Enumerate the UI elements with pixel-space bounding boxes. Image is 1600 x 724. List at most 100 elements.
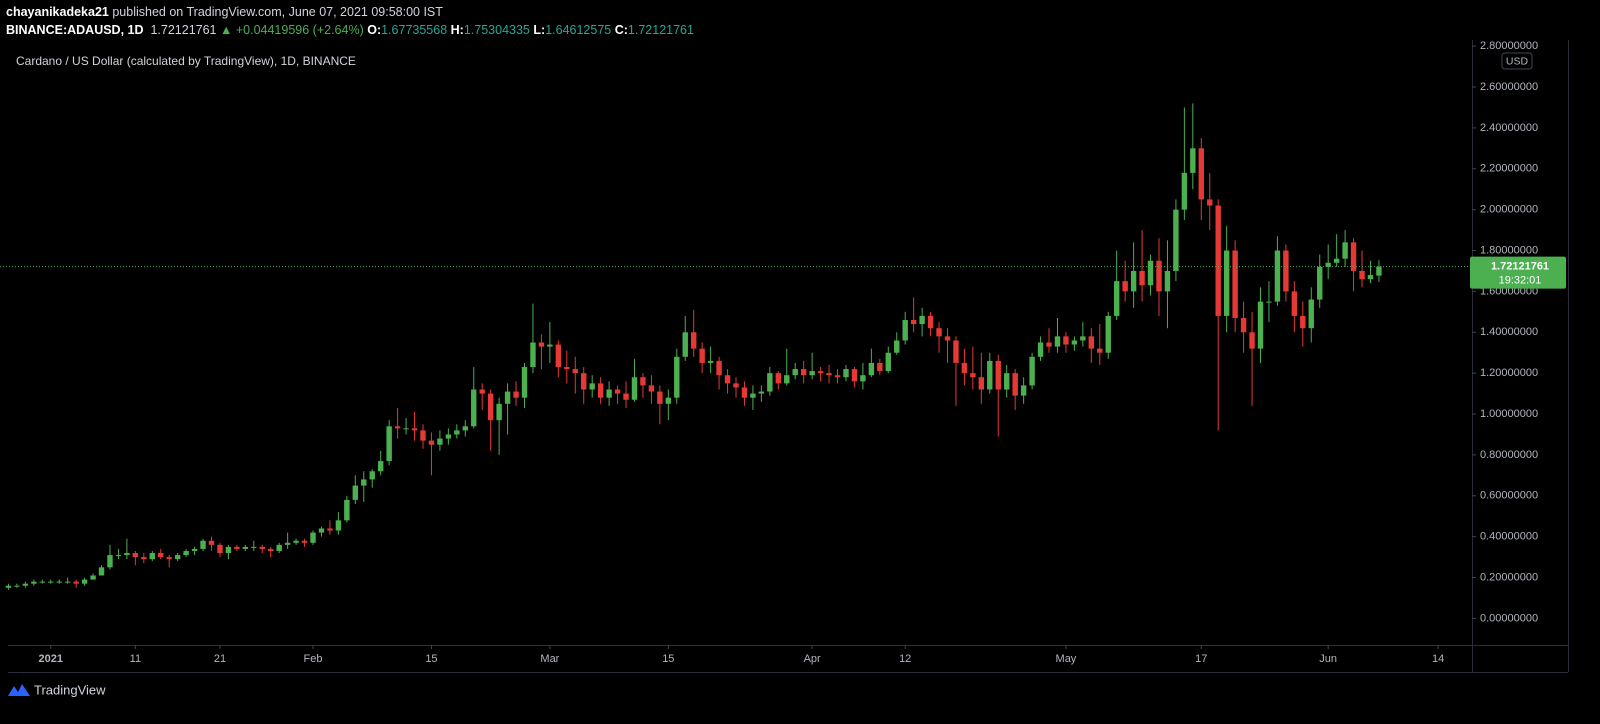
candle-body [242, 546, 249, 549]
candle-body [1291, 291, 1298, 316]
y-tick-label: 2.80000000 [1480, 40, 1538, 52]
candle-body [1190, 148, 1196, 173]
candle-body [124, 553, 130, 556]
candle-body [530, 342, 536, 368]
candle-body [454, 430, 460, 435]
candle-body [1063, 336, 1069, 345]
x-tick-label: 15 [662, 653, 674, 665]
legend-label: L: [533, 23, 546, 37]
candle-body [1046, 342, 1052, 347]
candle-body [352, 485, 359, 500]
candle-body [115, 555, 122, 557]
candle-body [716, 360, 722, 376]
candle-body [276, 544, 282, 551]
candle-body [1173, 209, 1179, 271]
y-tick-label: 1.80000000 [1480, 244, 1538, 256]
candle-body [166, 557, 172, 560]
y-tick-label: 0.40000000 [1480, 531, 1538, 543]
brand: TradingView [34, 682, 106, 697]
candle-body [606, 389, 612, 398]
candle-body [902, 320, 908, 341]
candle-body [5, 585, 12, 588]
candle-body [826, 373, 832, 376]
x-tick-label: 11 [130, 653, 141, 665]
candle-body [394, 426, 401, 429]
candle-body [674, 356, 680, 398]
candle-body [860, 375, 866, 382]
candle-body [936, 328, 942, 337]
candle-body [817, 371, 824, 374]
candle-body [767, 373, 773, 392]
x-tick-label: 21 [214, 653, 226, 665]
candle-body [1147, 260, 1154, 286]
candle-body [792, 369, 798, 376]
candle-body [665, 397, 672, 404]
y-tick-label: 1.20000000 [1480, 367, 1538, 379]
candle-body [327, 528, 333, 531]
candle-body [149, 553, 155, 560]
candle-body [1249, 332, 1255, 349]
candle-body [1333, 258, 1340, 263]
candle-body [1004, 373, 1010, 390]
candle-body [775, 373, 781, 384]
x-tick-label: Feb [304, 653, 323, 665]
published: published on TradingView.com, June 07, 2… [112, 5, 443, 19]
x-tick-label: 15 [425, 653, 437, 665]
candle-body [521, 367, 528, 398]
candle-body [741, 387, 748, 398]
candle-body [504, 391, 511, 404]
candle-body [1164, 270, 1171, 292]
candle-body [73, 581, 79, 584]
y-tick-label: 0.80000000 [1480, 449, 1538, 461]
candle-body [158, 553, 164, 558]
candle-body [750, 393, 756, 398]
candle-body [623, 393, 629, 400]
legend-label: C: [614, 23, 628, 37]
candle-body [369, 471, 375, 480]
candle-body [174, 555, 181, 560]
candle-body [1037, 342, 1044, 357]
candle-body [48, 581, 54, 583]
candle-body [1350, 242, 1357, 271]
candle-body [978, 377, 985, 390]
y-tick-label: 0.20000000 [1480, 571, 1538, 583]
candle-body [39, 581, 45, 583]
logo-icon [8, 684, 30, 696]
candle-body [961, 362, 968, 374]
candle-body [361, 479, 367, 486]
x-tick-label: 2021 [39, 653, 63, 665]
candle-body [479, 389, 485, 394]
candle-body [581, 373, 587, 390]
legend-line: BINANCE:ADAUSD, 1D 1.72121761 ▲ +0.04419… [6, 21, 694, 39]
author: chayanikadeka21 [6, 5, 109, 19]
candle-body [1113, 281, 1120, 316]
candle-body [1088, 336, 1095, 349]
price-tag-countdown: 19:32:01 [1499, 275, 1542, 287]
candle-body [513, 391, 519, 398]
x-tick-label: 12 [899, 653, 911, 665]
candle-body [1198, 148, 1204, 200]
candle-body [293, 540, 299, 543]
candle-body [1215, 205, 1221, 316]
candle-body [217, 544, 223, 554]
candle-body [462, 426, 468, 431]
candle-body [284, 542, 291, 545]
candle-body [487, 393, 494, 421]
candle-body [724, 375, 731, 384]
price-tag-value: 1.72121761 [1491, 261, 1549, 273]
candle-body [1080, 336, 1086, 341]
candle-body [1122, 281, 1128, 292]
candle-body [1020, 385, 1027, 396]
candle-body [1130, 270, 1137, 292]
candle-body [90, 575, 96, 580]
y-tick-label: 0.00000000 [1480, 612, 1538, 624]
candle-body [428, 440, 435, 445]
candle-body [208, 540, 215, 545]
candle-body [1232, 250, 1238, 318]
candle-body [1342, 242, 1348, 259]
candle-body [259, 546, 265, 549]
candle-body [1308, 299, 1314, 329]
candle-body [834, 375, 841, 378]
y-tick-label: 2.00000000 [1480, 204, 1538, 216]
